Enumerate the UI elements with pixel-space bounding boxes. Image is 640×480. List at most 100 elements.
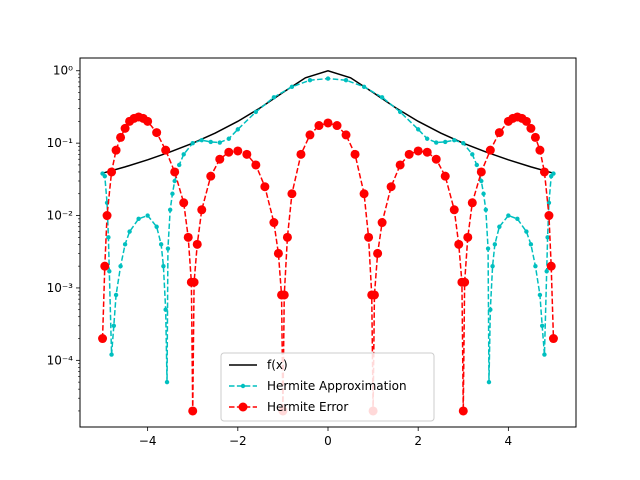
data-point-hermite-error	[413, 146, 423, 156]
data-point-hermite-approximation	[145, 213, 150, 218]
data-point-hermite-error	[463, 232, 473, 242]
data-point-hermite-error	[120, 123, 130, 133]
data-point-hermite-approximation	[102, 173, 108, 179]
data-point-hermite-error	[546, 261, 556, 271]
data-point-hermite-error	[224, 147, 234, 157]
data-point-hermite-error	[179, 198, 189, 208]
data-point-hermite-approximation	[483, 207, 489, 213]
data-point-hermite-approximation	[253, 109, 259, 115]
data-point-hermite-error	[269, 218, 279, 228]
data-point-hermite-approximation	[190, 140, 195, 146]
data-point-hermite-approximation	[167, 207, 173, 213]
data-point-hermite-error	[485, 145, 495, 155]
data-point-hermite-approximation	[461, 140, 466, 146]
data-point-hermite-error	[530, 132, 540, 142]
data-point-hermite-approximation	[486, 379, 492, 385]
data-point-hermite-error	[332, 121, 342, 131]
data-point-hermite-error	[422, 147, 432, 157]
data-point-hermite-error	[111, 145, 121, 155]
data-point-hermite-approximation	[199, 137, 204, 143]
data-point-hermite-approximation	[111, 323, 117, 328]
data-point-hermite-approximation	[289, 84, 295, 90]
data-point-hermite-error	[395, 160, 405, 170]
y-tick-label: 10⁻²	[47, 209, 74, 223]
legend-label-f-x: f(x)	[267, 358, 288, 372]
data-point-hermite-approximation	[425, 136, 430, 141]
data-point-hermite-error	[494, 128, 504, 138]
data-point-hermite-error	[350, 149, 360, 159]
data-point-hermite-approximation	[161, 263, 166, 269]
data-point-hermite-approximation	[492, 242, 498, 247]
x-tick-label: −4	[139, 434, 157, 448]
y-tick-label: 10⁻³	[47, 281, 74, 295]
legend-label-hermite-approximation: Hermite Approximation	[267, 379, 407, 393]
data-point-hermite-error	[143, 116, 153, 126]
data-point-hermite-error	[260, 182, 270, 192]
data-point-hermite-approximation	[113, 292, 119, 298]
data-point-hermite-approximation	[271, 95, 277, 100]
data-point-hermite-approximation	[136, 216, 141, 222]
data-point-hermite-approximation	[470, 152, 475, 157]
axis-layer: −4 −2 0 2 4 10⁻⁴ 10⁻³ 10⁻² 10⁻¹ 10⁰	[47, 64, 513, 448]
data-point-hermite-error	[161, 145, 171, 155]
data-point-hermite-approximation	[170, 191, 175, 196]
data-point-hermite-error	[296, 149, 306, 159]
data-point-hermite-approximation	[165, 246, 171, 251]
data-point-hermite-approximation	[528, 242, 534, 247]
data-point-hermite-approximation	[226, 136, 231, 141]
data-point-hermite-approximation	[307, 78, 313, 83]
data-point-hermite-approximation	[443, 139, 448, 145]
data-point-hermite-approximation	[434, 140, 439, 145]
legend-marker-hermite-error	[238, 402, 248, 412]
data-point-hermite-approximation	[106, 235, 111, 240]
data-point-hermite-error	[548, 334, 558, 344]
data-point-hermite-approximation	[154, 224, 159, 229]
legend-item-hermite-error: Hermite Error	[229, 400, 348, 414]
data-point-hermite-approximation	[343, 78, 349, 83]
data-point-hermite-error	[282, 232, 292, 242]
data-point-hermite-approximation	[415, 127, 421, 132]
data-point-hermite-error	[215, 154, 225, 164]
data-point-hermite-approximation	[235, 127, 241, 132]
data-point-hermite-approximation	[497, 224, 502, 229]
data-point-hermite-approximation	[109, 352, 114, 357]
data-point-hermite-error	[242, 149, 252, 159]
data-point-hermite-approximation	[118, 263, 123, 269]
data-point-hermite-approximation	[361, 84, 367, 90]
data-point-hermite-error	[454, 239, 464, 249]
data-point-hermite-error	[170, 167, 180, 177]
data-point-hermite-error	[189, 277, 199, 287]
data-point-hermite-error	[341, 130, 351, 140]
data-point-hermite-error	[273, 248, 283, 258]
data-point-hermite-error	[323, 118, 333, 128]
data-point-hermite-error	[102, 211, 112, 221]
data-point-hermite-error	[152, 128, 162, 138]
data-point-hermite-error	[233, 146, 243, 156]
data-point-hermite-error	[404, 149, 414, 159]
data-point-hermite-approximation	[533, 263, 538, 269]
data-point-hermite-error	[192, 239, 202, 249]
legend-label-hermite-error: Hermite Error	[267, 400, 348, 414]
data-point-hermite-error	[206, 171, 216, 181]
data-point-hermite-approximation	[537, 292, 543, 298]
data-point-hermite-approximation	[545, 235, 550, 240]
data-point-hermite-approximation	[490, 263, 495, 269]
data-point-hermite-error	[279, 290, 289, 300]
data-point-hermite-error	[449, 205, 459, 215]
data-point-hermite-error	[467, 198, 477, 208]
data-point-hermite-approximation	[506, 213, 511, 218]
data-point-hermite-approximation	[163, 307, 168, 312]
data-point-hermite-approximation	[481, 191, 486, 196]
data-point-hermite-approximation	[515, 216, 520, 222]
data-point-hermite-approximation	[181, 152, 186, 157]
data-point-hermite-approximation	[208, 139, 213, 145]
data-point-hermite-approximation	[474, 162, 479, 168]
data-point-hermite-approximation	[452, 137, 457, 143]
data-point-hermite-error	[287, 189, 297, 199]
data-point-hermite-error	[476, 167, 486, 177]
data-point-hermite-error	[98, 334, 108, 344]
data-point-hermite-approximation	[158, 242, 164, 247]
y-tick-label: 10⁰	[53, 64, 73, 78]
x-tick-label: 4	[505, 434, 513, 448]
data-point-hermite-error	[460, 277, 470, 287]
